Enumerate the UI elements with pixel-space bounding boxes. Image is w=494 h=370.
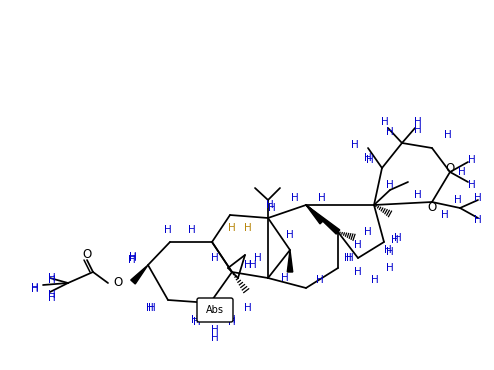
Text: H: H bbox=[291, 193, 299, 203]
Text: H: H bbox=[381, 117, 389, 127]
Text: H: H bbox=[371, 275, 379, 285]
Text: Abs: Abs bbox=[206, 305, 224, 315]
Text: H: H bbox=[364, 227, 372, 237]
Text: H: H bbox=[211, 325, 219, 335]
Text: H: H bbox=[129, 253, 137, 263]
Text: H: H bbox=[414, 117, 422, 127]
Text: O: O bbox=[114, 276, 123, 289]
Text: H: H bbox=[468, 180, 476, 190]
Text: H: H bbox=[454, 195, 462, 205]
Text: H: H bbox=[364, 153, 372, 163]
Text: H: H bbox=[193, 317, 201, 327]
Text: H: H bbox=[386, 247, 394, 257]
Text: H: H bbox=[384, 245, 392, 255]
Text: H: H bbox=[146, 303, 154, 313]
Text: H: H bbox=[254, 253, 262, 263]
Text: H: H bbox=[48, 275, 56, 285]
Text: H: H bbox=[216, 303, 224, 313]
Text: H: H bbox=[346, 253, 354, 263]
Text: H: H bbox=[268, 203, 276, 213]
Text: H: H bbox=[228, 317, 236, 327]
Text: H: H bbox=[474, 193, 482, 203]
Text: H: H bbox=[441, 210, 449, 220]
Polygon shape bbox=[306, 205, 324, 224]
Text: H: H bbox=[228, 223, 236, 233]
Text: O: O bbox=[427, 201, 437, 213]
Text: H: H bbox=[48, 290, 56, 300]
Polygon shape bbox=[131, 265, 148, 284]
Text: H: H bbox=[218, 300, 226, 310]
Text: H: H bbox=[444, 130, 452, 140]
Text: H: H bbox=[164, 225, 172, 235]
Text: H: H bbox=[318, 193, 326, 203]
Text: H: H bbox=[211, 333, 219, 343]
Polygon shape bbox=[287, 250, 293, 272]
Text: H: H bbox=[148, 303, 156, 313]
Text: H: H bbox=[244, 303, 252, 313]
Text: H: H bbox=[129, 252, 137, 262]
Text: H: H bbox=[316, 275, 324, 285]
Text: H: H bbox=[391, 235, 399, 245]
Text: H: H bbox=[31, 284, 39, 294]
Text: O: O bbox=[446, 161, 454, 175]
Text: H: H bbox=[414, 125, 422, 135]
Text: H: H bbox=[394, 233, 402, 243]
Text: H: H bbox=[266, 200, 274, 210]
Text: H: H bbox=[354, 267, 362, 277]
Text: H: H bbox=[386, 127, 394, 137]
Text: H: H bbox=[286, 230, 294, 240]
Text: H: H bbox=[281, 273, 289, 283]
Text: H: H bbox=[458, 167, 466, 177]
Text: H: H bbox=[354, 240, 362, 250]
Text: H: H bbox=[351, 140, 359, 150]
Text: H: H bbox=[128, 255, 136, 265]
Text: H: H bbox=[249, 260, 257, 270]
Text: H: H bbox=[228, 315, 236, 325]
Text: H: H bbox=[244, 223, 252, 233]
Text: H: H bbox=[48, 273, 56, 283]
Text: H: H bbox=[344, 253, 352, 263]
Text: H: H bbox=[211, 253, 219, 263]
Text: H: H bbox=[366, 155, 374, 165]
Text: H: H bbox=[386, 263, 394, 273]
Text: H: H bbox=[31, 283, 39, 293]
Polygon shape bbox=[306, 205, 340, 234]
Text: O: O bbox=[82, 249, 91, 262]
Text: H: H bbox=[474, 215, 482, 225]
Text: H: H bbox=[414, 190, 422, 200]
Text: H: H bbox=[188, 225, 196, 235]
Text: H: H bbox=[468, 155, 476, 165]
Text: H: H bbox=[386, 180, 394, 190]
FancyBboxPatch shape bbox=[197, 298, 233, 322]
Text: H: H bbox=[191, 315, 199, 325]
Text: H: H bbox=[244, 260, 252, 270]
Text: H: H bbox=[48, 293, 56, 303]
